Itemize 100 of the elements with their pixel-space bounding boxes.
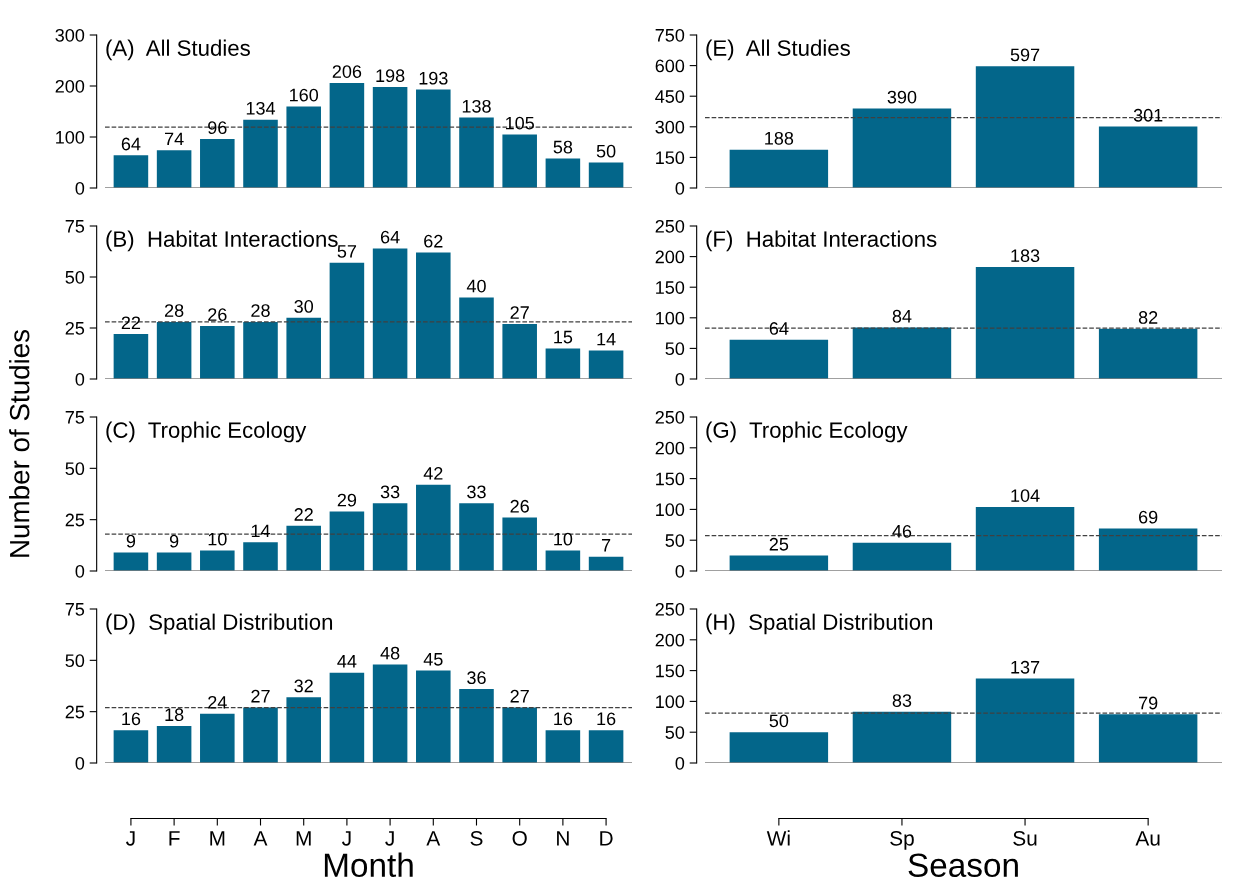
bar xyxy=(588,350,624,379)
data-label: 32 xyxy=(294,679,313,693)
data-label: 79 xyxy=(1139,696,1158,710)
x-tick-label: A xyxy=(253,831,268,846)
bar xyxy=(286,525,321,571)
data-label: 7 xyxy=(601,539,611,552)
bar xyxy=(1098,714,1198,763)
data-label: 24 xyxy=(208,695,227,709)
bar xyxy=(243,321,278,379)
data-label: 26 xyxy=(208,308,227,321)
data-label: 46 xyxy=(892,524,912,538)
data-label: 62 xyxy=(424,234,443,248)
bar xyxy=(156,726,192,763)
y-tick-label: 50 xyxy=(665,534,685,547)
data-label: 29 xyxy=(337,493,357,507)
data-label: 183 xyxy=(1011,249,1040,263)
data-label: 83 xyxy=(892,694,912,707)
data-label: 28 xyxy=(164,304,184,317)
data-label: 188 xyxy=(765,131,794,145)
bar xyxy=(852,542,952,571)
data-label: 27 xyxy=(510,306,529,319)
bar xyxy=(156,150,192,188)
data-label: 42 xyxy=(423,467,443,480)
y-tick-label: 0 xyxy=(675,181,685,195)
bar xyxy=(329,672,365,763)
x-tick-label: Sp xyxy=(890,830,914,850)
y-tick-label: 200 xyxy=(655,441,685,455)
y-tick-label: 100 xyxy=(656,503,685,517)
y-tick-label: 75 xyxy=(65,220,85,233)
data-label: 27 xyxy=(251,689,270,703)
data-label: 22 xyxy=(121,316,141,329)
chart-title: (F) Habitat Interactions xyxy=(706,230,937,252)
bar xyxy=(852,327,952,379)
bar xyxy=(975,506,1075,571)
data-label: 50 xyxy=(596,144,616,158)
y-tick-label: 150 xyxy=(656,472,685,486)
bar xyxy=(545,348,581,379)
data-label: 57 xyxy=(337,245,357,258)
bar xyxy=(416,484,451,571)
data-label: 15 xyxy=(554,330,573,344)
bar xyxy=(852,108,952,188)
y-tick-label: 50 xyxy=(665,726,685,739)
y-tick-label: 450 xyxy=(655,90,685,103)
y-tick-label: 50 xyxy=(665,342,685,356)
data-label: 48 xyxy=(380,646,400,660)
bar xyxy=(502,707,537,763)
y-tick-label: 300 xyxy=(655,120,685,134)
data-label: 30 xyxy=(294,300,314,313)
x-axis-title: Season xyxy=(908,853,1018,878)
bar xyxy=(329,511,365,571)
y-tick-label: 200 xyxy=(655,250,685,264)
bar xyxy=(200,550,235,571)
data-label: 25 xyxy=(769,537,789,551)
data-label: 16 xyxy=(554,712,573,726)
y-tick-label: 600 xyxy=(655,59,685,73)
bar xyxy=(200,325,235,379)
data-label: 27 xyxy=(510,689,529,703)
bar xyxy=(286,697,321,763)
y-tick-label: 25 xyxy=(65,513,85,527)
data-label: 33 xyxy=(467,485,486,499)
bar xyxy=(459,689,494,763)
data-label: 16 xyxy=(122,712,141,726)
y-axis-title: Number of Studies xyxy=(9,329,30,557)
bar xyxy=(502,517,537,571)
data-label: 9 xyxy=(126,534,136,548)
x-tick-label: D xyxy=(600,831,613,846)
x-tick-label: M xyxy=(296,831,311,846)
x-tick-label: J xyxy=(126,831,135,846)
bar xyxy=(372,87,408,188)
bar xyxy=(286,317,321,379)
y-tick-label: 750 xyxy=(655,28,685,42)
x-tick-label: J xyxy=(342,831,351,846)
bar xyxy=(502,134,537,188)
y-tick-label: 75 xyxy=(65,411,85,424)
x-tick-label: O xyxy=(512,830,527,846)
data-label: 22 xyxy=(294,508,313,521)
data-label: 16 xyxy=(597,712,616,726)
data-label: 96 xyxy=(208,121,227,135)
y-tick-label: 150 xyxy=(656,664,685,678)
data-label: 138 xyxy=(462,99,491,113)
data-label: 160 xyxy=(290,88,319,102)
y-tick-label: 200 xyxy=(55,79,85,93)
bar xyxy=(1098,328,1198,379)
data-label: 9 xyxy=(169,534,179,548)
x-tick-label: S xyxy=(470,830,483,846)
chart-title: (B) Habitat Interactions xyxy=(106,230,338,252)
y-tick-label: 250 xyxy=(655,219,685,233)
y-tick-label: 250 xyxy=(655,602,685,616)
data-label: 74 xyxy=(165,132,184,146)
y-tick-label: 200 xyxy=(655,633,685,647)
bar xyxy=(975,267,1075,379)
data-label: 105 xyxy=(506,116,534,130)
data-label: 104 xyxy=(1011,489,1040,502)
bar xyxy=(852,711,952,763)
y-tick-label: 50 xyxy=(65,462,85,476)
bar xyxy=(588,162,624,188)
x-tick-label: Su xyxy=(1013,830,1037,846)
y-tick-label: 0 xyxy=(75,756,85,770)
data-label: 137 xyxy=(1011,660,1040,674)
bar xyxy=(1098,528,1198,571)
